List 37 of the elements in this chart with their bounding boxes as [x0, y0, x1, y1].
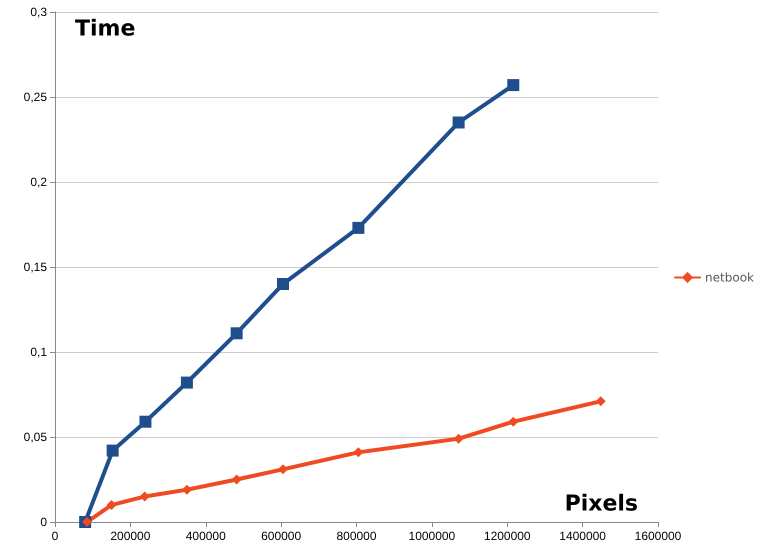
y-tick-label: 0	[40, 515, 48, 529]
y-tick-label: 0,2	[30, 175, 48, 189]
point	[452, 116, 465, 128]
x-tick-label: 800000	[336, 529, 377, 543]
point	[180, 376, 193, 389]
point	[353, 447, 364, 458]
point	[140, 492, 150, 502]
legend-label: netbook	[705, 270, 754, 284]
y-tick-label: 0,15	[24, 260, 48, 274]
point	[278, 464, 288, 474]
x-tick-label: 1400000	[559, 529, 606, 543]
point	[182, 484, 192, 495]
point	[232, 474, 242, 484]
point	[277, 278, 290, 290]
x-tick-label: 400000	[186, 529, 226, 543]
point	[230, 327, 243, 340]
x-tick-label: 0	[52, 529, 59, 543]
point	[352, 222, 364, 234]
point	[139, 416, 152, 428]
x-axis-title: Pixels	[564, 492, 638, 516]
x-tick-label: 1200000	[484, 529, 531, 543]
x-tick-label: 200000	[110, 529, 151, 543]
point	[596, 396, 606, 406]
point	[82, 517, 92, 527]
point	[508, 416, 518, 427]
y-tick-label: 0,3	[30, 5, 48, 19]
point	[507, 79, 520, 92]
x-tick-label: 1600000	[634, 529, 682, 543]
x-tick-label: 600000	[261, 529, 302, 543]
y-tick-label: 0,05	[24, 430, 48, 444]
point	[106, 444, 119, 457]
point	[454, 434, 464, 444]
y-tick-label: 0,1	[30, 345, 48, 359]
point	[106, 500, 117, 510]
y-tick-label: 0,25	[24, 90, 48, 104]
y-axis-title: Time	[75, 16, 136, 42]
x-tick-label: 1000000	[408, 529, 456, 543]
